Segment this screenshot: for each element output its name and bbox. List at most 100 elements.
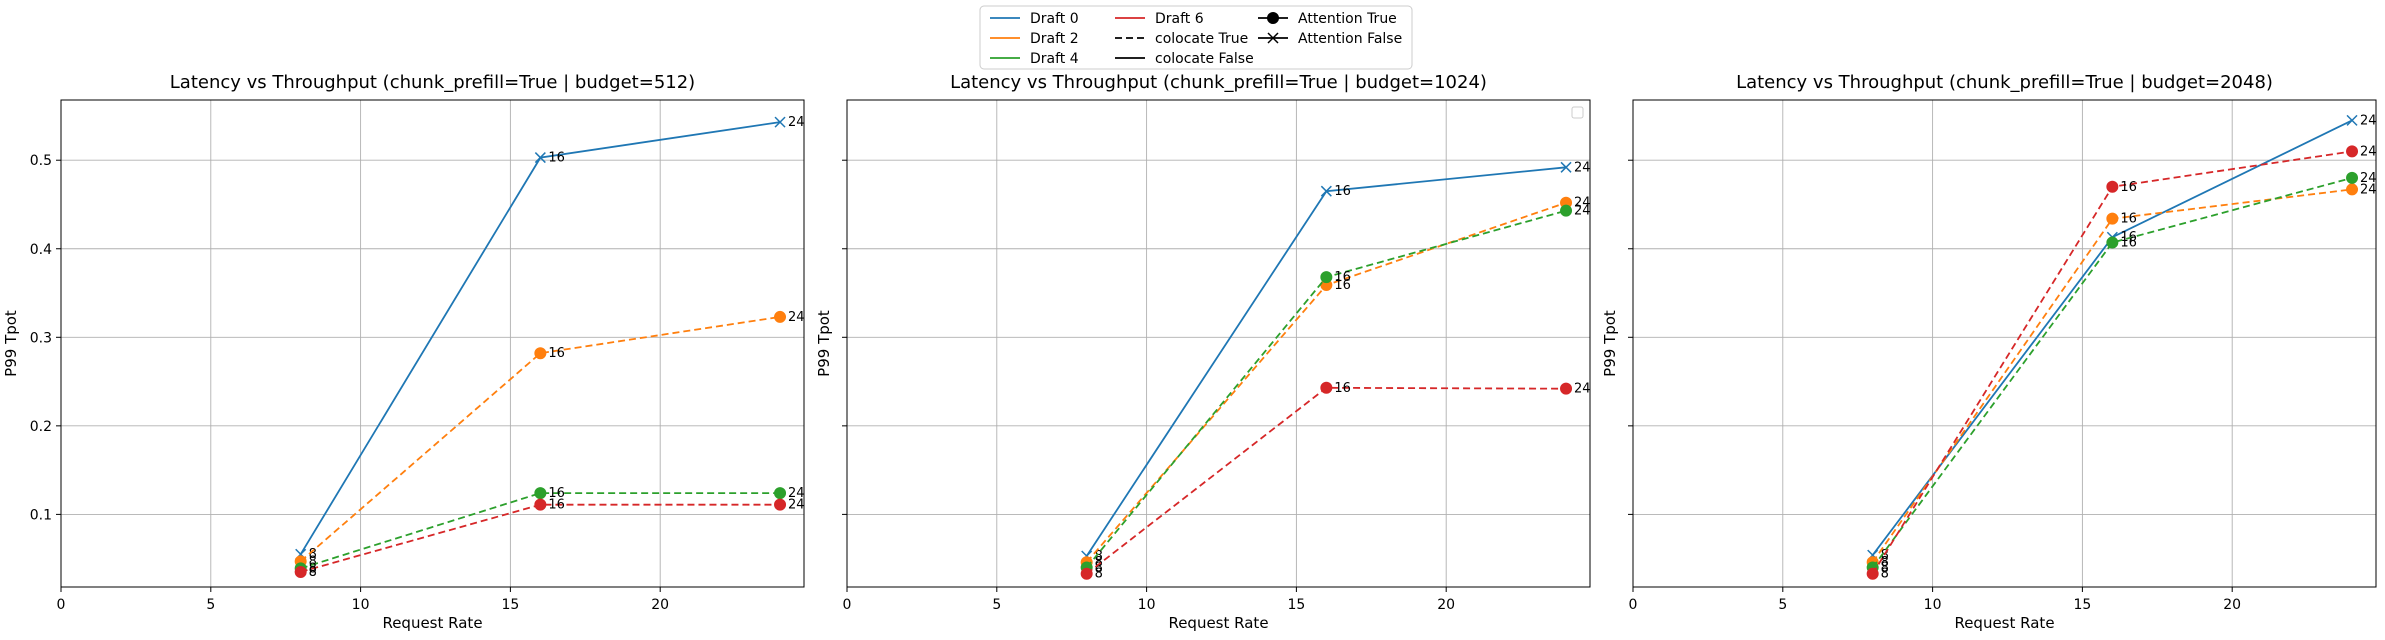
data-point-draft-6-8 bbox=[1866, 567, 1879, 580]
data-label-draft-4-8: 8 bbox=[1095, 561, 1103, 576]
data-label-draft-2-24: 24 bbox=[788, 310, 805, 325]
x-axis-label: Request Rate bbox=[1168, 614, 1268, 632]
legend-entry-attention-false: Attention False bbox=[1258, 31, 1402, 47]
data-point-draft-2-24 bbox=[774, 310, 787, 323]
series-draft-0: 8 16 24 bbox=[1081, 160, 1591, 564]
legend-entry-draft-4: Draft 4 bbox=[990, 51, 1079, 67]
data-point-draft-0-24-stroke-b bbox=[1560, 161, 1572, 173]
series-line-draft-4 bbox=[300, 492, 780, 570]
chart-title: Latency vs Throughput (chunk_prefill=Tru… bbox=[1736, 72, 2273, 93]
data-point-draft-6-16 bbox=[2106, 180, 2119, 193]
chart-title: Latency vs Throughput (chunk_prefill=Tru… bbox=[950, 72, 1487, 93]
y-axis-label: P99 Tpot bbox=[2, 310, 20, 377]
data-label-draft-6-24: 24 bbox=[1574, 382, 1591, 397]
data-point-draft-4-16 bbox=[2106, 236, 2119, 249]
legend-label: Draft 2 bbox=[1030, 31, 1079, 47]
legend-frame bbox=[979, 5, 1413, 70]
x-tick-label: 15 bbox=[2073, 597, 2091, 613]
axes-frame bbox=[846, 99, 1591, 588]
data-label-draft-6-24: 24 bbox=[788, 498, 805, 513]
data-label-draft-0-16: 16 bbox=[548, 151, 565, 166]
data-label-draft-2-8: 8 bbox=[309, 554, 317, 569]
legend-label: Draft 6 bbox=[1155, 11, 1204, 27]
data-label-draft-6-8: 8 bbox=[309, 565, 317, 580]
data-label-draft-0-8: 8 bbox=[1095, 549, 1103, 564]
x-axis-label: Request Rate bbox=[382, 614, 482, 632]
x-tick-label: 20 bbox=[2223, 597, 2241, 613]
data-point-draft-2-16 bbox=[2106, 212, 2119, 225]
data-label-draft-4-16: 16 bbox=[1334, 270, 1351, 285]
data-point-draft-6-8 bbox=[294, 565, 307, 578]
data-label-draft-6-24: 24 bbox=[2360, 144, 2377, 159]
data-point-draft-2-16 bbox=[534, 347, 547, 360]
data-label-draft-0-24: 24 bbox=[1574, 160, 1591, 175]
data-label-draft-2-8: 8 bbox=[1095, 555, 1103, 570]
axes-frame bbox=[60, 99, 805, 588]
legend-entry-colocate-true: colocate True bbox=[1115, 31, 1248, 47]
x-tick-label: 15 bbox=[501, 597, 519, 613]
legend-label: Draft 4 bbox=[1030, 51, 1079, 67]
data-label-draft-4-24: 24 bbox=[2360, 171, 2377, 186]
data-label-draft-0-8: 8 bbox=[1881, 548, 1889, 563]
legend-entry-colocate-false: colocate False bbox=[1115, 51, 1254, 67]
legend-label: Attention False bbox=[1298, 31, 1402, 47]
data-point-draft-0-24 bbox=[1560, 161, 1572, 173]
chart-title: Latency vs Throughput (chunk_prefill=Tru… bbox=[170, 72, 695, 93]
data-point-draft-6-16 bbox=[1320, 381, 1333, 394]
data-label-draft-6-8: 8 bbox=[1881, 567, 1889, 582]
x-tick-label: 0 bbox=[1629, 597, 1638, 613]
y-axis-label: P99 Tpot bbox=[815, 310, 833, 377]
data-label-draft-2-24: 24 bbox=[1574, 196, 1591, 211]
x-tick-label: 0 bbox=[843, 597, 852, 613]
data-label-draft-2-24: 24 bbox=[2360, 182, 2377, 197]
data-point-draft-0-24-stroke-b bbox=[2346, 114, 2358, 126]
x-tick-label: 5 bbox=[1778, 597, 1787, 613]
legend-entry-draft-0: Draft 0 bbox=[990, 11, 1079, 27]
x-tick-label: 5 bbox=[992, 597, 1001, 613]
y-tick-label: 0.4 bbox=[30, 242, 52, 258]
x-tick-label: 5 bbox=[206, 597, 215, 613]
data-label-draft-0-8: 8 bbox=[309, 547, 317, 562]
y-tick-label: 0.1 bbox=[30, 507, 52, 523]
x-axis-label: Request Rate bbox=[1954, 614, 2054, 632]
series-line-draft-4 bbox=[1871, 177, 2353, 569]
data-label-draft-0-24: 24 bbox=[2360, 113, 2377, 128]
y-tick-label: 0.2 bbox=[30, 419, 52, 435]
legend-label: colocate False bbox=[1155, 51, 1254, 67]
data-point-draft-0-24 bbox=[2346, 114, 2358, 126]
chart-panel-budget-1024: 0 5 10 15 20 8 16 24 8 16 24 8 16 24 8 16 24 Latency vs T… bbox=[815, 72, 1591, 632]
series-line-draft-2 bbox=[300, 316, 781, 562]
legend-entry-draft-2: Draft 2 bbox=[990, 31, 1079, 47]
data-point-draft-0-16-stroke-b bbox=[1320, 185, 1332, 197]
data-label-draft-2-16: 16 bbox=[1334, 278, 1351, 293]
data-point-draft-2-24 bbox=[2346, 183, 2359, 196]
legend-label: colocate True bbox=[1155, 31, 1248, 47]
empty-legend-box bbox=[1571, 106, 1584, 119]
data-label-draft-4-24: 24 bbox=[788, 486, 805, 501]
data-label-draft-6-16: 16 bbox=[1334, 381, 1351, 396]
series-draft-6: 8 16 24 bbox=[294, 498, 805, 580]
data-point-draft-4-24 bbox=[2346, 171, 2359, 184]
series-draft-4: 8 16 24 bbox=[1080, 204, 1591, 576]
legend-entry-draft-6: Draft 6 bbox=[1115, 11, 1204, 27]
legend-marker-stroke-b bbox=[1267, 32, 1279, 44]
legend-label: Attention True bbox=[1298, 11, 1397, 27]
data-point-draft-0-24-stroke-b bbox=[774, 116, 786, 128]
data-label-draft-2-16: 16 bbox=[2120, 212, 2137, 227]
data-label-draft-4-24: 24 bbox=[1574, 204, 1591, 219]
figure-legend: Draft 0 Draft 2 Draft 4 Draft 6 colocate Tru… bbox=[979, 5, 1413, 70]
data-point-draft-4-16 bbox=[534, 487, 547, 500]
series-draft-2: 8 16 24 bbox=[294, 310, 805, 569]
data-point-draft-0-24 bbox=[774, 116, 786, 128]
data-point-draft-0-16 bbox=[1320, 185, 1332, 197]
x-tick-label: 10 bbox=[352, 597, 370, 613]
axes-frame bbox=[1632, 99, 2377, 588]
x-tick-label: 20 bbox=[1437, 597, 1455, 613]
x-tick-label: 0 bbox=[57, 597, 66, 613]
data-point-draft-6-8 bbox=[1080, 567, 1093, 580]
data-label-draft-4-8: 8 bbox=[1881, 561, 1889, 576]
data-label-draft-6-8: 8 bbox=[1095, 567, 1103, 582]
